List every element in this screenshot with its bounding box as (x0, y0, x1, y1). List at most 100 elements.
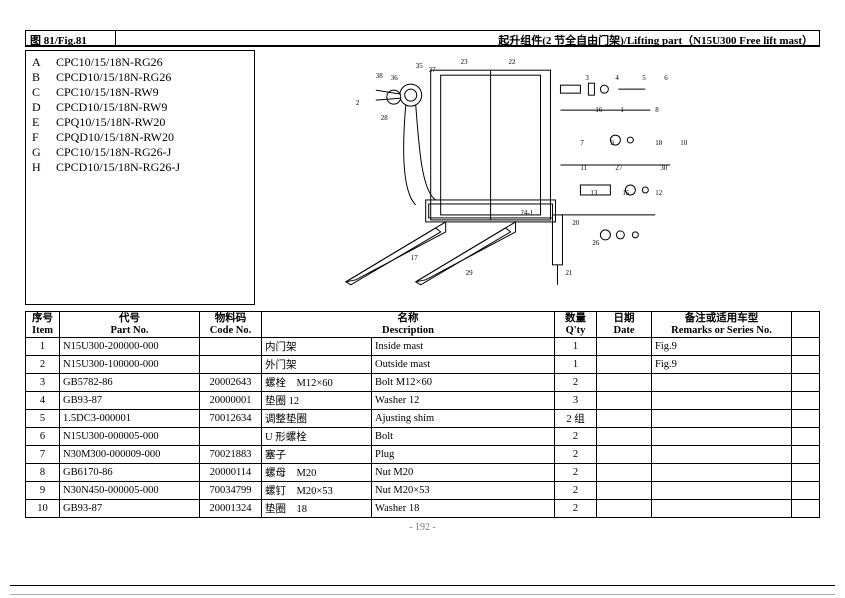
cell-qty: 1 (555, 338, 597, 356)
col-empty (792, 312, 820, 338)
model-value: CPQD10/15/18N-RW20 (56, 130, 186, 145)
callout-number: 8 (655, 106, 659, 114)
cell-desc-en: Inside mast (372, 338, 555, 356)
callout-number: 1 (620, 106, 624, 114)
cell-remarks (652, 464, 792, 482)
cell-empty (792, 374, 820, 392)
callout-number: 6 (664, 74, 668, 82)
cell-desc-en: Bolt (372, 428, 555, 446)
cell-remarks: Fig.9 (652, 356, 792, 374)
cell-part: N30M300-000009-000 (60, 446, 200, 464)
model-key: A (32, 55, 56, 70)
col-part: 代号Part No. (60, 312, 200, 338)
page-number: - 192 - (25, 522, 820, 533)
table-row: 3GB5782-8620002643螺栓 M12×60Bolt M12×602 (26, 374, 820, 392)
model-row: ECPQ10/15/18N-RW20 (32, 115, 186, 130)
model-row: ACPC10/15/18N-RG26 (32, 55, 186, 70)
table-row: 2N15U300-100000-000外门架Outside mast1Fig.9 (26, 356, 820, 374)
col-item: 序号Item (26, 312, 60, 338)
cell-date (597, 500, 652, 518)
callout-number: 35 (416, 62, 423, 70)
cell-date (597, 374, 652, 392)
cell-code (200, 338, 262, 356)
cell-qty: 2 (555, 482, 597, 500)
cell-desc-en: Nut M20×53 (372, 482, 555, 500)
cell-date (597, 410, 652, 428)
callout-number: 24-1 (521, 209, 534, 217)
table-header-row: 序号Item 代号Part No. 物料码Code No. 名称Descript… (26, 312, 820, 338)
cell-date (597, 356, 652, 374)
model-key: F (32, 130, 56, 145)
cell-desc-cn: 外门架 (262, 356, 372, 374)
model-row: BCPCD10/15/18N-RG26 (32, 70, 186, 85)
cell-date (597, 446, 652, 464)
callout-number: 2 (356, 99, 360, 107)
cell-item: 5 (26, 410, 60, 428)
cell-desc-cn: 螺母 M20 (262, 464, 372, 482)
model-value: CPQ10/15/18N-RW20 (56, 115, 186, 130)
col-desc: 名称Description (262, 312, 555, 338)
cell-remarks (652, 410, 792, 428)
callout-number: 12 (655, 189, 662, 197)
cell-code (200, 356, 262, 374)
callout-number: 38 (376, 72, 383, 80)
model-value: CPC10/15/18N-RW9 (56, 85, 186, 100)
cell-remarks (652, 428, 792, 446)
cell-remarks (652, 500, 792, 518)
callout-number: 21 (565, 269, 572, 277)
callout-number: 29 (466, 269, 473, 277)
cell-empty (792, 500, 820, 518)
cell-qty: 2 组 (555, 410, 597, 428)
cell-qty: 2 (555, 374, 597, 392)
model-value: CPCD10/15/18N-RG26-J (56, 160, 186, 175)
cell-date (597, 464, 652, 482)
page: 图 81/Fig.81 起升组件(2 节全自由门架)/Lifting part（… (0, 0, 845, 598)
callout-number: 15 (622, 189, 629, 197)
cell-date (597, 338, 652, 356)
model-key: G (32, 145, 56, 160)
cell-desc-en: Washer 18 (372, 500, 555, 518)
cell-empty (792, 482, 820, 500)
table-row: 7N30M300-000009-00070021883塞子Plug2 (26, 446, 820, 464)
cell-code: 20001324 (200, 500, 262, 518)
cell-desc-cn: 内门架 (262, 338, 372, 356)
mid-section: ACPC10/15/18N-RG26BCPCD10/15/18N-RG26CCP… (25, 50, 820, 305)
page-rule (10, 585, 835, 586)
callout-number: 23 (461, 58, 468, 66)
callout-number: 18 (655, 139, 662, 147)
cell-desc-cn: 垫圈 12 (262, 392, 372, 410)
col-code: 物料码Code No. (200, 312, 262, 338)
page-rule-light (10, 594, 835, 595)
model-key: B (32, 70, 56, 85)
callout-number: 27 (615, 164, 622, 172)
table-row: 51.5DC3-00000170012634调整垫圈Ajusting shim2… (26, 410, 820, 428)
callout-number: 20 (572, 219, 579, 227)
cell-code: 20000114 (200, 464, 262, 482)
col-date: 日期Date (597, 312, 652, 338)
callout-number: 4 (615, 74, 619, 82)
cell-desc-en: Washer 12 (372, 392, 555, 410)
model-key: H (32, 160, 56, 175)
model-key: D (32, 100, 56, 115)
callout-number: 5 (642, 74, 646, 82)
cell-item: 9 (26, 482, 60, 500)
cell-desc-cn: 垫圈 18 (262, 500, 372, 518)
figure-title: 起升组件(2 节全自由门架)/Lifting part（N15U300 Free… (116, 31, 819, 45)
cell-item: 1 (26, 338, 60, 356)
cell-part: GB5782-86 (60, 374, 200, 392)
cell-desc-en: Outside mast (372, 356, 555, 374)
cell-code: 20002643 (200, 374, 262, 392)
cell-date (597, 392, 652, 410)
model-value: CPC10/15/18N-RG26-J (56, 145, 186, 160)
cell-part: GB93-87 (60, 392, 200, 410)
callout-number: 17 (411, 254, 418, 262)
figure-number: 图 81/Fig.81 (26, 31, 116, 45)
cell-empty (792, 428, 820, 446)
table-row: 4GB93-8720000001垫圈 12Washer 123 (26, 392, 820, 410)
table-row: 8GB6170-8620000114螺母 M20Nut M202 (26, 464, 820, 482)
figure-header: 图 81/Fig.81 起升组件(2 节全自由门架)/Lifting part（… (25, 30, 820, 47)
callout-number: 9 (610, 139, 614, 147)
cell-part: 1.5DC3-000001 (60, 410, 200, 428)
table-row: 10GB93-8720001324垫圈 18Washer 182 (26, 500, 820, 518)
table-row: 1N15U300-200000-000内门架Inside mast1Fig.9 (26, 338, 820, 356)
